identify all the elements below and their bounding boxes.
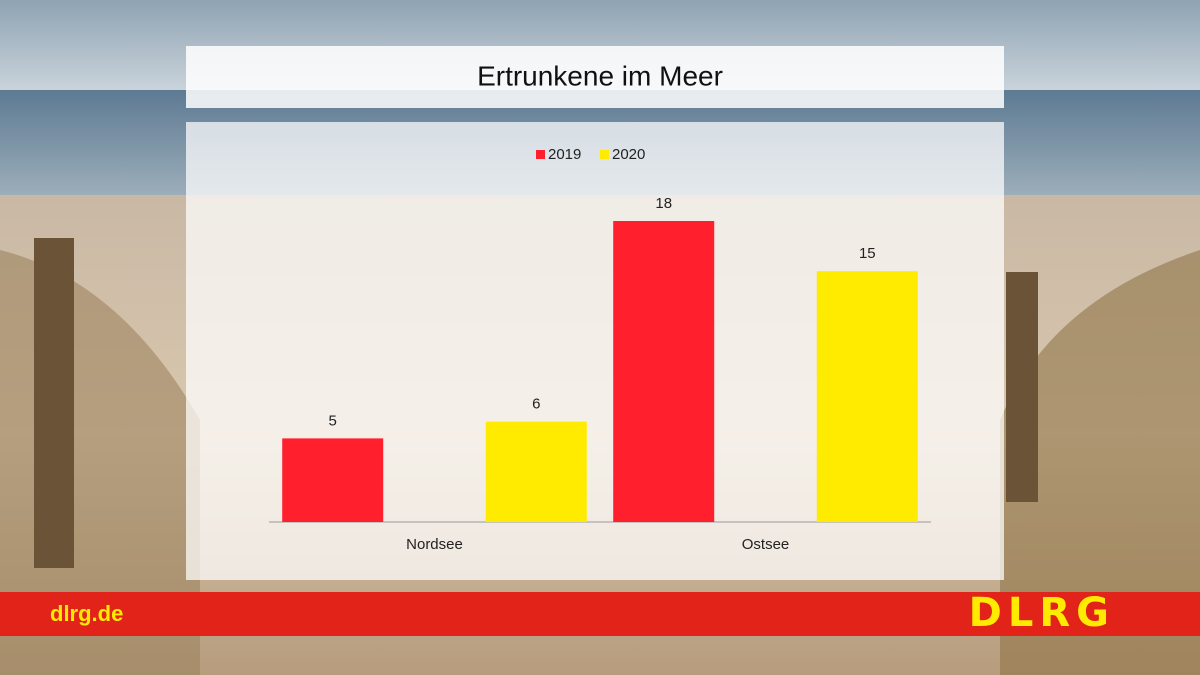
plot: 2019 2020 Nordsee 5 6 Ostsee 18 15 bbox=[269, 146, 931, 553]
data-label: 6 bbox=[532, 396, 540, 413]
bar bbox=[613, 221, 715, 522]
logo: DLRG bbox=[969, 590, 1115, 636]
title-panel bbox=[186, 46, 1004, 108]
legend-swatch bbox=[536, 150, 545, 159]
bar bbox=[282, 438, 384, 522]
site-url: dlrg.de bbox=[50, 601, 123, 626]
chart-title: Ertrunkene im Meer bbox=[477, 60, 723, 91]
legend-label: 2019 bbox=[548, 146, 581, 163]
x-tick-label: Nordsee bbox=[406, 536, 463, 553]
bar bbox=[816, 271, 918, 522]
bar bbox=[485, 421, 587, 522]
legend-label: 2020 bbox=[612, 146, 645, 163]
data-label: 5 bbox=[329, 412, 337, 429]
data-label: 15 bbox=[859, 245, 876, 262]
footer-band bbox=[0, 592, 1200, 636]
data-label: 18 bbox=[655, 195, 672, 212]
x-tick-label: Ostsee bbox=[742, 536, 790, 553]
legend-swatch bbox=[600, 150, 609, 159]
